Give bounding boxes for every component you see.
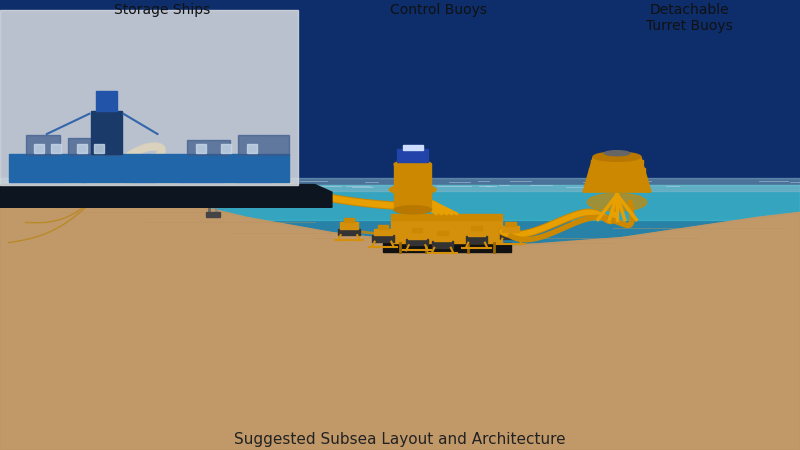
Text: Storage Ships: Storage Ships <box>114 3 210 17</box>
Bar <box>26 135 59 155</box>
Bar <box>374 229 392 235</box>
Bar <box>411 229 422 232</box>
Bar <box>468 230 486 236</box>
Polygon shape <box>0 187 800 450</box>
Bar <box>338 229 360 235</box>
Bar <box>94 144 104 153</box>
Bar <box>43 191 58 197</box>
Ellipse shape <box>98 180 132 189</box>
Ellipse shape <box>587 194 647 211</box>
Bar <box>206 212 219 217</box>
Bar <box>247 144 257 153</box>
Bar <box>434 235 451 241</box>
Bar <box>343 218 354 222</box>
Bar <box>196 144 206 153</box>
Bar <box>65 178 80 184</box>
Bar <box>391 220 502 243</box>
Bar <box>67 175 77 178</box>
Bar <box>372 235 394 242</box>
Bar <box>432 241 454 248</box>
Bar <box>340 222 358 229</box>
Bar <box>222 144 231 153</box>
Bar <box>51 144 62 153</box>
Bar <box>437 231 448 235</box>
Bar <box>0 184 800 220</box>
Bar <box>502 226 519 232</box>
Polygon shape <box>0 187 800 450</box>
Bar <box>398 149 428 162</box>
Ellipse shape <box>604 151 630 156</box>
Bar <box>96 91 117 111</box>
Bar <box>471 226 482 230</box>
Bar <box>591 160 643 164</box>
Bar <box>77 144 87 153</box>
Text: Detachable
Turret Buoys: Detachable Turret Buoys <box>646 3 733 33</box>
Bar <box>68 138 119 155</box>
Bar <box>408 232 426 239</box>
Bar <box>402 145 423 150</box>
Bar <box>383 243 510 252</box>
Ellipse shape <box>593 152 641 161</box>
Bar <box>506 222 516 226</box>
Polygon shape <box>583 157 651 192</box>
Bar <box>187 140 230 155</box>
Bar <box>42 197 61 202</box>
Text: Control Buoys: Control Buoys <box>390 3 486 17</box>
Bar <box>406 239 428 245</box>
Bar <box>589 168 645 172</box>
Bar <box>91 111 122 154</box>
Ellipse shape <box>390 184 436 195</box>
Bar <box>391 214 502 220</box>
Bar <box>586 178 647 182</box>
Bar <box>0 184 800 250</box>
Bar <box>9 154 290 182</box>
Bar <box>466 236 487 243</box>
Bar <box>0 178 800 191</box>
Text: Suggested Subsea Layout and Architecture: Suggested Subsea Layout and Architecture <box>234 432 566 447</box>
Bar <box>34 144 44 153</box>
Bar <box>46 188 56 191</box>
Ellipse shape <box>394 160 431 168</box>
Bar <box>500 232 522 239</box>
Ellipse shape <box>394 206 431 214</box>
Polygon shape <box>0 184 332 207</box>
Bar <box>238 135 290 155</box>
Bar <box>0 10 298 184</box>
Bar <box>394 164 431 189</box>
Bar <box>394 189 431 210</box>
Bar <box>62 184 82 189</box>
Bar <box>378 225 389 229</box>
